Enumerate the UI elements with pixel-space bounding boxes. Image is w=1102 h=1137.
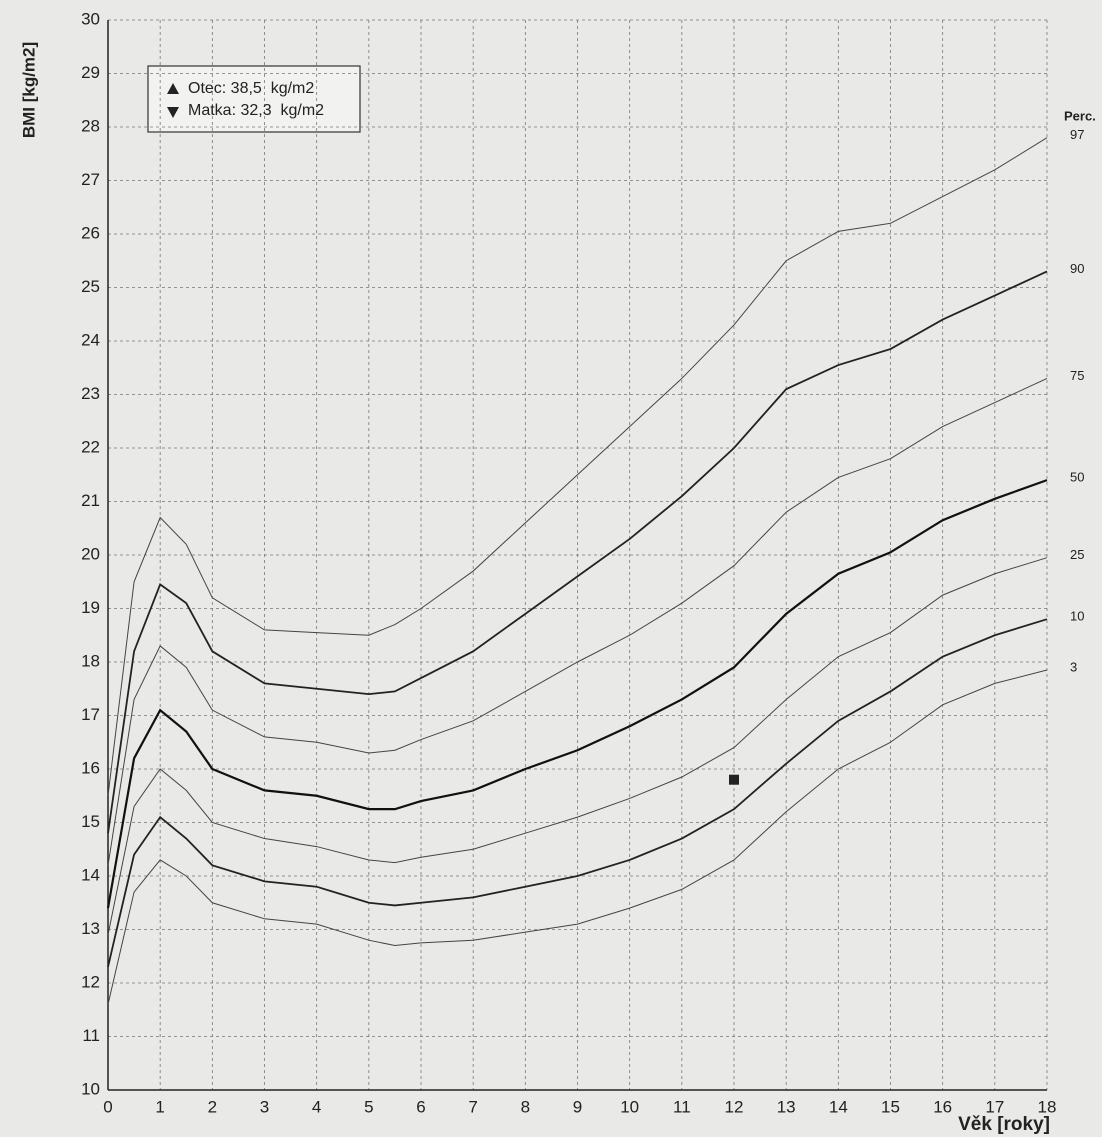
x-tick-label: 6 xyxy=(416,1097,425,1116)
y-tick-label: 23 xyxy=(81,384,100,403)
series-label: 90 xyxy=(1070,261,1084,276)
x-tick-label: 18 xyxy=(1038,1097,1057,1116)
x-tick-label: 16 xyxy=(933,1097,952,1116)
x-tick-label: 9 xyxy=(573,1097,582,1116)
y-tick-label: 22 xyxy=(81,437,100,456)
series-label: 50 xyxy=(1070,470,1084,485)
y-tick-label: 10 xyxy=(81,1079,100,1098)
y-tick-label: 18 xyxy=(81,651,100,670)
x-tick-label: 14 xyxy=(829,1097,848,1116)
x-tick-label: 8 xyxy=(521,1097,530,1116)
y-tick-label: 13 xyxy=(81,919,100,938)
y-tick-label: 26 xyxy=(81,223,100,242)
y-tick-label: 16 xyxy=(81,758,100,777)
x-tick-label: 15 xyxy=(881,1097,900,1116)
x-tick-label: 12 xyxy=(725,1097,744,1116)
series-label: 75 xyxy=(1070,368,1084,383)
x-tick-label: 17 xyxy=(985,1097,1004,1116)
x-axis-label: Věk [roky] xyxy=(958,1114,1050,1135)
y-tick-label: 11 xyxy=(82,1026,100,1045)
y-tick-label: 21 xyxy=(81,491,100,510)
data-point xyxy=(729,775,739,785)
x-tick-label: 0 xyxy=(103,1097,112,1116)
y-tick-label: 17 xyxy=(81,705,100,724)
x-tick-label: 11 xyxy=(673,1097,691,1116)
x-tick-label: 13 xyxy=(777,1097,796,1116)
x-tick-label: 3 xyxy=(260,1097,269,1116)
x-tick-label: 2 xyxy=(208,1097,217,1116)
y-tick-label: 30 xyxy=(81,9,100,28)
legend-text: Otec: 38,5 kg/m2 xyxy=(188,80,314,97)
y-tick-label: 27 xyxy=(81,170,100,189)
y-tick-label: 19 xyxy=(81,598,100,617)
chart: BMI [kg/m2] Věk [roky] Perc. 10111213141… xyxy=(0,0,1102,1137)
y-tick-label: 14 xyxy=(81,865,100,884)
series-label: 10 xyxy=(1070,609,1084,624)
y-tick-label: 24 xyxy=(81,330,100,349)
x-tick-label: 7 xyxy=(468,1097,477,1116)
legend-title: Perc. xyxy=(1064,108,1096,123)
series-label: 97 xyxy=(1070,127,1084,142)
x-tick-label: 4 xyxy=(312,1097,321,1116)
y-tick-label: 20 xyxy=(81,544,100,563)
series-label: 3 xyxy=(1070,659,1077,674)
y-tick-label: 28 xyxy=(81,116,100,135)
y-tick-label: 12 xyxy=(81,972,100,991)
legend-box xyxy=(148,66,360,132)
x-tick-label: 5 xyxy=(364,1097,373,1116)
legend-text: Matka: 32,3 kg/m2 xyxy=(188,102,324,119)
y-axis-label: BMI [kg/m2] xyxy=(19,42,38,138)
x-tick-label: 1 xyxy=(155,1097,164,1116)
y-tick-label: 15 xyxy=(81,812,100,831)
series-label: 25 xyxy=(1070,547,1084,562)
y-tick-label: 29 xyxy=(81,63,100,82)
y-tick-label: 25 xyxy=(81,277,100,296)
x-tick-label: 10 xyxy=(620,1097,639,1116)
